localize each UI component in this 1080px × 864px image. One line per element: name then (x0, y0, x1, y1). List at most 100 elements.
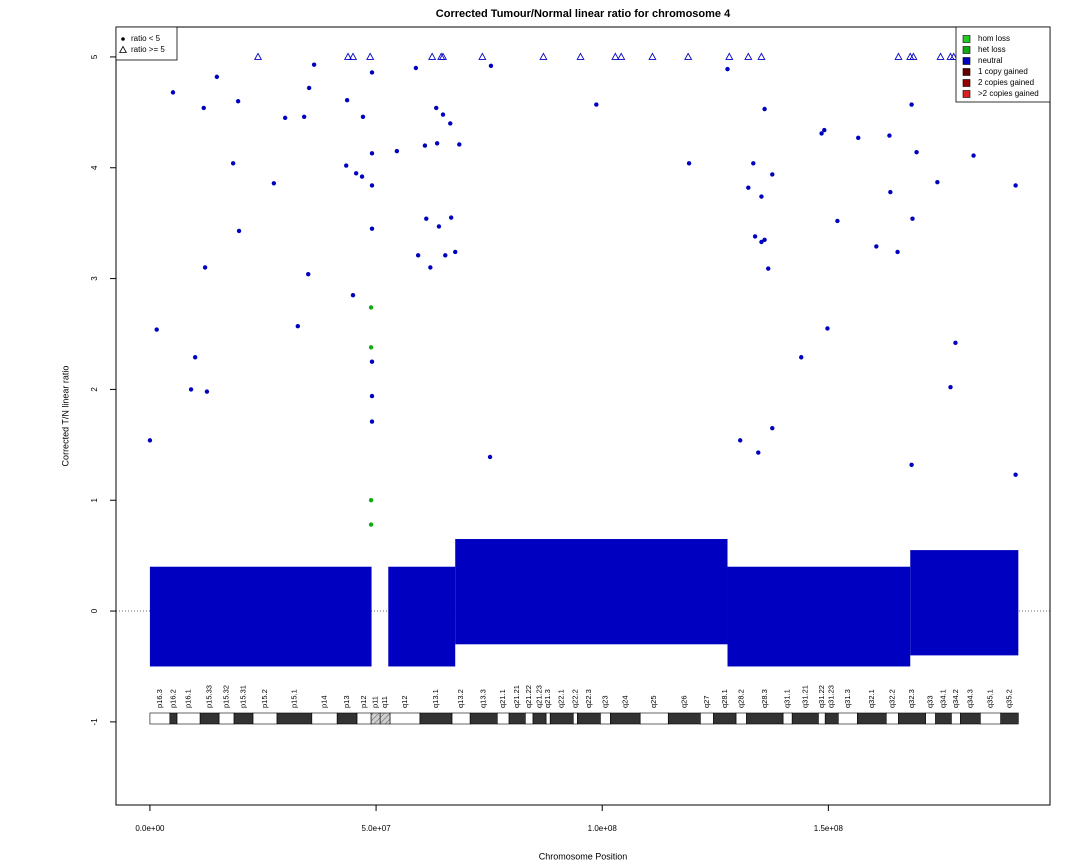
band-label: p15.33 (205, 685, 214, 708)
point (759, 194, 764, 199)
point (422, 143, 428, 148)
chromosome-band (980, 712, 1001, 725)
chromosome-band (218, 712, 235, 725)
point (413, 65, 419, 71)
band-label: p13 (342, 695, 351, 708)
capped-point (343, 52, 353, 60)
point (369, 419, 375, 424)
point (295, 324, 301, 329)
capped-point (428, 52, 437, 60)
band-label: q22.1 (557, 689, 566, 708)
point (825, 326, 830, 331)
point (914, 150, 919, 155)
band-label: p14 (319, 695, 328, 708)
legend-label: neutral (978, 56, 1003, 65)
point (350, 292, 356, 298)
point (948, 384, 953, 390)
band-label: q31.22 (817, 685, 826, 708)
capped-point (366, 52, 375, 60)
point (306, 271, 311, 277)
capped-point (539, 52, 548, 60)
legend-swatch (962, 35, 971, 43)
chromosome-band (336, 712, 358, 725)
band-label: p15.31 (239, 685, 248, 708)
band-label: q13.3 (479, 689, 488, 708)
chromosome-band (885, 712, 899, 725)
point (895, 249, 900, 255)
legend-swatch (962, 68, 971, 76)
point (170, 90, 176, 95)
point (188, 387, 194, 392)
x-tick-label: 5.0e+07 (362, 824, 392, 833)
chromosome-band (199, 712, 220, 725)
chromosome-band (311, 712, 338, 725)
point (766, 266, 771, 271)
chromosome-band (951, 712, 961, 725)
chromosome-band (469, 712, 498, 725)
band-label: q22.3 (584, 689, 593, 708)
point (762, 106, 767, 112)
point (434, 141, 440, 146)
legend-swatch (962, 57, 971, 65)
y-tick-label: 0 (90, 608, 99, 613)
band-label: q23 (600, 695, 609, 708)
point (311, 62, 317, 67)
chromosome-band (572, 712, 578, 725)
band-label: q33 (926, 695, 935, 708)
point (909, 462, 914, 467)
point (1013, 472, 1018, 477)
band-label: q31.21 (800, 685, 809, 708)
chromosome-band (713, 712, 737, 725)
point (368, 345, 374, 350)
chromosome-band (176, 712, 201, 725)
density-band (910, 550, 1019, 656)
band-label: q27 (702, 695, 711, 708)
point (271, 181, 277, 186)
point (353, 171, 359, 176)
plot-area: p16.3 p16.2 p16.1 p15.33 p15.32 p15.31 p15.2 p1… (116, 52, 1050, 725)
capped-point (909, 52, 918, 60)
chromosome-band (639, 712, 669, 725)
chromosome-band (857, 712, 887, 725)
band-label: q21.22 (524, 685, 533, 708)
point (369, 183, 375, 188)
band-label: p11 (371, 696, 380, 708)
point (154, 327, 159, 332)
point (235, 99, 241, 104)
capped-point (744, 52, 753, 60)
point (428, 265, 433, 270)
point (799, 355, 804, 360)
point (369, 393, 375, 399)
centromere-hatch (371, 713, 381, 724)
band-label: q26 (679, 695, 688, 708)
chromosome-band (925, 712, 936, 725)
point (204, 389, 210, 394)
point (369, 151, 375, 156)
y-tick-label: 3 (90, 276, 99, 281)
band-label: p16.1 (184, 689, 193, 708)
point (369, 70, 375, 75)
point (306, 85, 312, 91)
chromosome-band (1000, 712, 1019, 725)
point (201, 105, 206, 111)
point (752, 234, 758, 239)
capped-point (936, 52, 945, 60)
band-label: p15.32 (222, 685, 231, 708)
legend-swatch (962, 79, 971, 87)
chromosome-band (233, 712, 254, 725)
state-legend: hom loss het loss neutral 1 copy gained 2 co… (955, 26, 1051, 103)
chromosome-band (746, 712, 784, 725)
point (344, 163, 349, 168)
band-label: p12 (359, 695, 368, 708)
x-tick-label: 1.0e+08 (588, 824, 618, 833)
band-label: p15.1 (289, 689, 298, 708)
legend-symbol (119, 45, 127, 53)
band-label: q31.1 (783, 689, 792, 708)
legend-box (955, 26, 1051, 103)
chromosome-band (735, 712, 747, 725)
capped-point (253, 52, 263, 60)
capped-point (576, 52, 585, 60)
band-label: q21.23 (535, 685, 544, 708)
chromosome-band (356, 712, 372, 725)
